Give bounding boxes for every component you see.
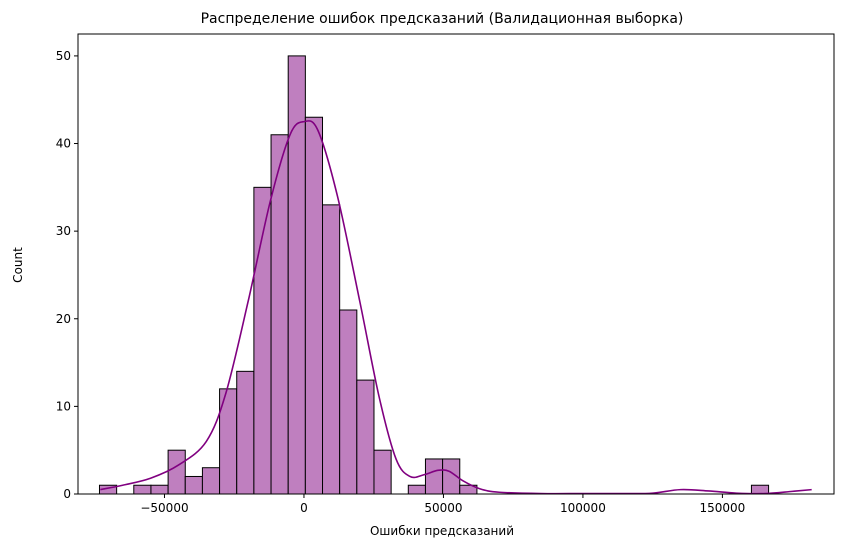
y-tick-label: 40 xyxy=(56,137,71,151)
y-axis-label: Count xyxy=(11,247,25,283)
histogram-bar xyxy=(356,379,375,495)
histogram-bar xyxy=(407,484,426,495)
kde-curve-group xyxy=(100,120,812,495)
y-tick-label: 30 xyxy=(56,224,71,238)
histogram-bar xyxy=(322,204,341,495)
plot-frame xyxy=(77,33,835,495)
x-tick-label: 50000 xyxy=(424,501,462,515)
histogram-bar xyxy=(424,458,444,495)
chart-title: Распределение ошибок предсказаний (Валид… xyxy=(201,11,684,27)
x-tick-label: 100000 xyxy=(560,501,606,515)
histogram-bar xyxy=(304,116,324,495)
x-tick-label: 0 xyxy=(300,501,308,515)
x-axis-ticks: −50000 0 50000 100000 150000 xyxy=(140,494,745,515)
kde-line xyxy=(100,120,812,495)
x-tick-label: 150000 xyxy=(700,501,746,515)
histogram-bar xyxy=(339,309,358,495)
histogram-bar xyxy=(201,467,221,495)
x-tick-label: −50000 xyxy=(140,501,188,515)
histogram-bar xyxy=(750,484,770,495)
histogram-bar xyxy=(167,449,186,495)
histogram-bar xyxy=(236,370,255,495)
histogram-bar xyxy=(133,484,152,495)
y-axis-ticks: 0 10 20 30 40 50 xyxy=(56,49,78,501)
y-tick-label: 50 xyxy=(56,49,71,63)
y-tick-label: 10 xyxy=(56,399,71,413)
x-axis-label: Ошибки предсказаний xyxy=(370,524,514,538)
y-tick-label: 20 xyxy=(56,312,71,326)
y-tick-label: 0 xyxy=(63,487,71,501)
histogram-bar xyxy=(184,475,203,495)
histogram-bars xyxy=(98,55,770,495)
histogram-bar xyxy=(373,449,392,495)
histogram-bar xyxy=(150,484,169,495)
